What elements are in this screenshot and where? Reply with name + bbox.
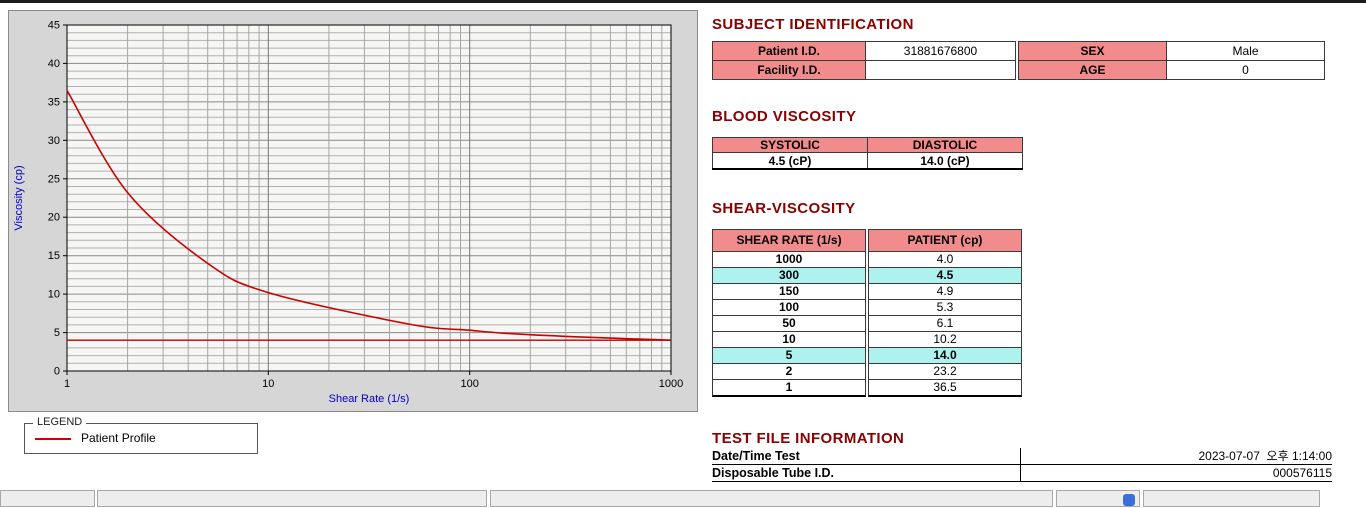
shear-viscosity-heading: SHEAR-VISCOSITY	[712, 200, 856, 217]
diastolic-label: DIASTOLIC	[867, 137, 1023, 153]
table-row: Facility I.D.	[712, 60, 1016, 80]
subject-demographics-table: SEX Male AGE 0	[1018, 41, 1325, 80]
shear-rate-cell: 1	[785, 380, 793, 394]
svg-text:15: 15	[48, 250, 60, 262]
table-row: SYSTOLIC DIASTOLIC	[712, 137, 1023, 153]
shear-value-cell: 5.3	[869, 300, 1021, 316]
test-file-heading: TEST FILE INFORMATION	[712, 430, 905, 447]
shear-value-cell: 36.5	[933, 380, 957, 394]
table-row: AGE 0	[1018, 60, 1325, 80]
table-row: SEX Male	[1018, 41, 1325, 61]
systolic-value: 4.5 (cP)	[712, 152, 868, 170]
tube-id-label: Disposable Tube I.D.	[712, 466, 835, 480]
taskbar-item[interactable]	[97, 490, 487, 507]
shear-value-cell: 6.1	[869, 316, 1021, 332]
shear-value-cell: 10.2	[869, 332, 1021, 348]
subject-id-table: Patient I.D. 31881676800 Facility I.D.	[712, 41, 1016, 80]
shear-value-cell: 4.0	[869, 252, 1021, 268]
patient-id-value: 31881676800	[865, 41, 1016, 61]
svg-text:45: 45	[48, 20, 60, 32]
shear-rate-cell: 300	[713, 268, 865, 284]
shear-rate-cell: 1000	[713, 252, 865, 268]
tube-id-row: Disposable Tube I.D. 000576115	[712, 465, 1332, 482]
facility-id-value	[865, 60, 1016, 80]
svg-text:10: 10	[48, 289, 60, 301]
viscosity-chart-panel: 0 5 10 15 20 25 30 35 40 45 1 10 100 1000 Shear Rate (…	[8, 10, 698, 412]
sex-label: SEX	[1018, 41, 1167, 61]
taskbar-item[interactable]	[1143, 490, 1320, 507]
facility-id-label: Facility I.D.	[712, 60, 866, 80]
diastolic-value: 14.0 (cP)	[867, 152, 1023, 170]
blood-viscosity-heading: BLOOD VISCOSITY	[712, 108, 857, 125]
shear-rate-cell: 5	[713, 348, 865, 364]
svg-text:1: 1	[64, 378, 70, 390]
shear-value-cell: 23.2	[869, 364, 1021, 380]
legend-series-label: Patient Profile	[81, 431, 156, 445]
svg-text:1000: 1000	[659, 378, 683, 390]
svg-text:30: 30	[48, 135, 60, 147]
shear-value-cell: 4.9	[869, 284, 1021, 300]
date-time-value: 2023-07-07 오후 1:14:00	[1020, 448, 1332, 464]
date-time-label: Date/Time Test	[712, 449, 800, 463]
tube-id-value: 000576115	[1020, 465, 1332, 481]
legend-title: LEGEND	[33, 416, 87, 428]
svg-text:0: 0	[54, 366, 60, 378]
taskbar-item[interactable]	[490, 490, 1053, 507]
shear-rate-header: SHEAR RATE (1/s)	[713, 230, 865, 252]
svg-text:35: 35	[48, 96, 60, 108]
subject-identification-heading: SUBJECT IDENTIFICATION	[712, 16, 914, 33]
shear-rate-cell: 2	[713, 364, 865, 380]
legend-line-swatch	[35, 438, 71, 440]
viscosity-chart: 0 5 10 15 20 25 30 35 40 45 1 10 100 1000 Shear Rate (…	[13, 20, 683, 406]
shear-value-cell: 14.0	[869, 348, 1021, 364]
patient-id-label: Patient I.D.	[712, 41, 866, 61]
svg-text:Shear Rate (1/s): Shear Rate (1/s)	[329, 393, 410, 405]
taskbar-item[interactable]	[1056, 490, 1140, 507]
age-value: 0	[1166, 60, 1325, 80]
svg-text:40: 40	[48, 58, 60, 70]
age-label: AGE	[1018, 60, 1167, 80]
svg-text:5: 5	[54, 327, 60, 339]
shear-rate-cell: 10	[713, 332, 865, 348]
taskbar-app-icon[interactable]	[1123, 494, 1135, 506]
table-row: Patient I.D. 31881676800	[712, 41, 1016, 61]
svg-text:Viscosity (cp): Viscosity (cp)	[13, 165, 25, 230]
shear-rate-cell: 150	[713, 284, 865, 300]
date-time-row: Date/Time Test 2023-07-07 오후 1:14:00	[712, 448, 1332, 465]
legend-box: LEGEND Patient Profile	[24, 416, 258, 454]
svg-text:25: 25	[48, 173, 60, 185]
svg-text:10: 10	[262, 378, 274, 390]
taskbar-item[interactable]	[0, 490, 95, 507]
shear-value-header: PATIENT (cp)	[869, 230, 1021, 252]
shear-value-column: PATIENT (cp) 4.0 4.5 4.9 5.3 6.1 10.2 14.0 23.2…	[868, 229, 1022, 397]
blood-viscosity-table: SYSTOLIC DIASTOLIC 4.5 (cP) 14.0 (cP)	[712, 137, 1023, 170]
svg-text:20: 20	[48, 212, 60, 224]
shear-rate-column: SHEAR RATE (1/s) 1000 300 150 100 50 10 5 2 1	[712, 229, 866, 397]
table-row: 4.5 (cP) 14.0 (cP)	[712, 152, 1023, 170]
shear-rate-cell: 50	[713, 316, 865, 332]
systolic-label: SYSTOLIC	[712, 137, 868, 153]
window-top-edge	[0, 0, 1366, 3]
sex-value: Male	[1166, 41, 1325, 61]
shear-value-cell: 4.5	[869, 268, 1021, 284]
shear-rate-cell: 100	[713, 300, 865, 316]
svg-text:100: 100	[461, 378, 479, 390]
